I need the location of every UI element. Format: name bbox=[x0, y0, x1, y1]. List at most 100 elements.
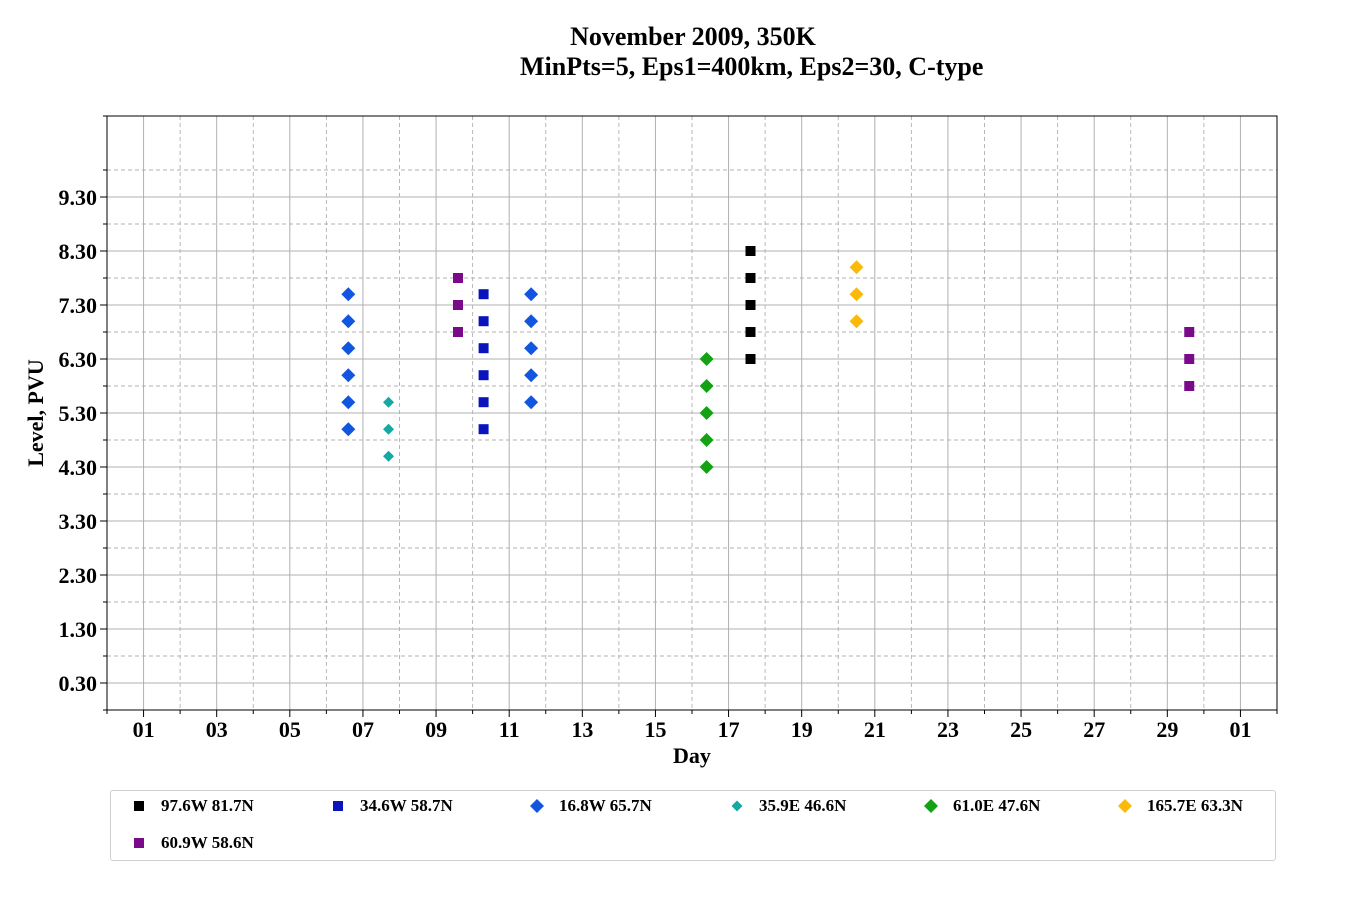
chart-subtitle: MinPts=5, Eps1=400km, Eps2=30, C-type bbox=[520, 52, 984, 81]
data-point bbox=[341, 341, 356, 356]
legend-marker bbox=[924, 799, 938, 813]
x-tick-label: 17 bbox=[718, 717, 740, 742]
y-tick-label: 6.30 bbox=[59, 347, 98, 372]
legend-label: 35.9E 46.6N bbox=[759, 796, 847, 815]
y-tick-label: 2.30 bbox=[59, 563, 98, 588]
legend-label: 61.0E 47.6N bbox=[953, 796, 1041, 815]
legend-label: 97.6W 81.7N bbox=[161, 796, 254, 815]
x-tick-label: 07 bbox=[352, 717, 374, 742]
data-point bbox=[524, 287, 539, 302]
x-tick-label: 01 bbox=[1229, 717, 1251, 742]
legend-marker-shape bbox=[134, 838, 144, 848]
x-tick-label: 09 bbox=[425, 717, 447, 742]
data-point bbox=[745, 246, 756, 256]
data-point bbox=[453, 300, 463, 310]
data-point bbox=[699, 406, 714, 420]
data-point bbox=[699, 433, 714, 447]
chart-title: November 2009, 350K bbox=[570, 22, 816, 51]
axes: 01 03 05 07 09 11 13 15 17 19 21 23 25 27 29 01 0.30 1.30… bbox=[59, 115, 1278, 742]
data-point bbox=[478, 424, 489, 435]
y-tick-label: 1.30 bbox=[59, 617, 98, 642]
data-point bbox=[849, 314, 864, 329]
x-tick-label: 27 bbox=[1083, 717, 1105, 742]
x-tick-label: 05 bbox=[279, 717, 301, 742]
grid bbox=[106, 115, 1278, 711]
x-tick-label: 13 bbox=[571, 717, 593, 742]
y-tick-label: 3.30 bbox=[59, 509, 98, 534]
data-points bbox=[341, 246, 1195, 474]
x-tick-label: 23 bbox=[937, 717, 959, 742]
data-point bbox=[1184, 327, 1195, 337]
legend-item: 60.9W 58.6N bbox=[131, 833, 254, 853]
legend-item: 34.6W 58.7N bbox=[330, 796, 453, 816]
data-point bbox=[1184, 381, 1195, 391]
y-tick-label: 9.30 bbox=[59, 185, 98, 210]
data-point bbox=[699, 460, 714, 474]
x-tick-label: 01 bbox=[133, 717, 155, 742]
legend-item: 97.6W 81.7N bbox=[131, 796, 254, 816]
legend-marker bbox=[333, 801, 343, 811]
y-tick-label: 0.30 bbox=[59, 671, 98, 696]
legend-marker-shape bbox=[134, 801, 144, 811]
data-point bbox=[383, 396, 395, 408]
data-point bbox=[745, 327, 756, 337]
data-point bbox=[341, 287, 356, 302]
data-point bbox=[745, 354, 756, 364]
legend-marker bbox=[134, 838, 144, 848]
data-point bbox=[745, 300, 756, 310]
x-tick-label: 11 bbox=[499, 717, 520, 742]
data-point bbox=[341, 422, 356, 437]
scatter-chart: 01 03 05 07 09 11 13 15 17 19 21 23 25 27 29 01 0.30 1.30… bbox=[23, 115, 1278, 768]
data-point bbox=[524, 368, 539, 383]
data-point bbox=[1184, 354, 1195, 364]
legend-label: 165.7E 63.3N bbox=[1147, 796, 1243, 815]
legend-marker-shape bbox=[333, 801, 343, 811]
data-point bbox=[478, 316, 489, 327]
legend-marker-shape bbox=[1118, 799, 1132, 813]
data-point bbox=[478, 397, 489, 408]
legend-marker bbox=[530, 799, 544, 813]
data-point bbox=[699, 352, 714, 366]
x-tick-label: 29 bbox=[1156, 717, 1178, 742]
legend-item: 165.7E 63.3N bbox=[1117, 796, 1243, 816]
legend-marker bbox=[731, 800, 743, 812]
data-point bbox=[524, 395, 539, 410]
y-tick-label: 4.30 bbox=[59, 455, 98, 480]
data-point bbox=[524, 341, 539, 356]
legend-item: 16.8W 65.7N bbox=[529, 796, 652, 816]
y-tick-label: 5.30 bbox=[59, 401, 98, 426]
data-point bbox=[478, 370, 489, 381]
x-tick-label: 19 bbox=[791, 717, 813, 742]
legend-marker-shape bbox=[530, 799, 544, 813]
x-tick-label: 03 bbox=[206, 717, 228, 742]
data-point bbox=[524, 314, 539, 329]
data-point bbox=[383, 423, 395, 435]
x-tick-label: 25 bbox=[1010, 717, 1032, 742]
y-axis-label: Level, PVU bbox=[23, 359, 48, 467]
data-point bbox=[341, 368, 356, 383]
data-point bbox=[745, 273, 756, 283]
data-point bbox=[453, 327, 463, 337]
y-tick-label: 7.30 bbox=[59, 293, 98, 318]
data-point bbox=[341, 314, 356, 329]
legend-marker bbox=[134, 801, 144, 811]
data-point bbox=[453, 273, 463, 283]
legend-item: 35.9E 46.6N bbox=[729, 796, 846, 816]
x-tick-label: 15 bbox=[644, 717, 666, 742]
data-point bbox=[478, 343, 489, 354]
x-axis-label: Day bbox=[673, 743, 711, 768]
data-point bbox=[849, 260, 864, 275]
data-point bbox=[478, 289, 489, 300]
legend-label: 16.8W 65.7N bbox=[559, 796, 652, 815]
legend-marker bbox=[1118, 799, 1132, 813]
legend-item: 61.0E 47.6N bbox=[923, 796, 1040, 816]
legend-marker-shape bbox=[731, 800, 743, 812]
legend-marker-shape bbox=[924, 799, 938, 813]
data-point bbox=[341, 395, 356, 410]
legend-label: 34.6W 58.7N bbox=[360, 796, 453, 815]
data-point bbox=[383, 450, 395, 462]
legend-label: 60.9W 58.6N bbox=[161, 833, 254, 852]
data-point bbox=[849, 287, 864, 302]
data-point bbox=[699, 379, 714, 393]
y-tick-label: 8.30 bbox=[59, 239, 98, 264]
